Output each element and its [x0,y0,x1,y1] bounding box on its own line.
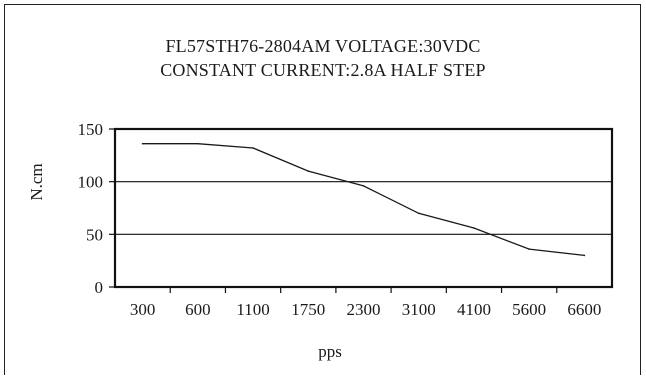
x-tick-label: 1750 [291,300,325,319]
y-tick-label: 150 [78,120,104,139]
data-point [583,254,586,257]
data-point [252,147,254,149]
data-point [362,185,365,187]
data-point [473,227,475,229]
y-tick-label: 50 [86,225,103,244]
grid-lines [115,181,612,235]
data-point [417,212,420,215]
y-tick-label: 0 [95,278,104,297]
x-tick-label: 600 [185,300,211,319]
chart-title-line-1: FL57STH76-2804AM VOLTAGE:30VDC [165,36,481,56]
data-series [141,142,586,257]
data-point [528,248,530,250]
x-axis-ticks: 300 600 1100 1750 2300 3100 4100 5600 6600 [130,287,601,319]
x-tick-label: 300 [130,300,156,319]
chart-title-line-2: CONSTANT CURRENT:2.8A HALF STEP [160,60,486,80]
x-tick-label: 6600 [567,300,601,319]
y-axis-label: N.cm [27,163,46,200]
data-point [307,170,310,172]
chart-frame [4,4,641,375]
plot-area [113,127,614,289]
y-axis-ticks: 0 50 100 150 [78,120,115,297]
series-line [142,143,585,257]
y-tick-label: 100 [78,173,104,192]
x-tick-label: 3100 [402,300,436,319]
x-tick-label: 5600 [512,300,546,319]
x-tick-label: 4100 [457,300,491,319]
data-point [141,142,144,145]
x-tick-label: 1100 [236,300,269,319]
x-axis-label: pps [318,342,342,361]
data-point [197,142,199,145]
x-tick-label: 2300 [347,300,381,319]
